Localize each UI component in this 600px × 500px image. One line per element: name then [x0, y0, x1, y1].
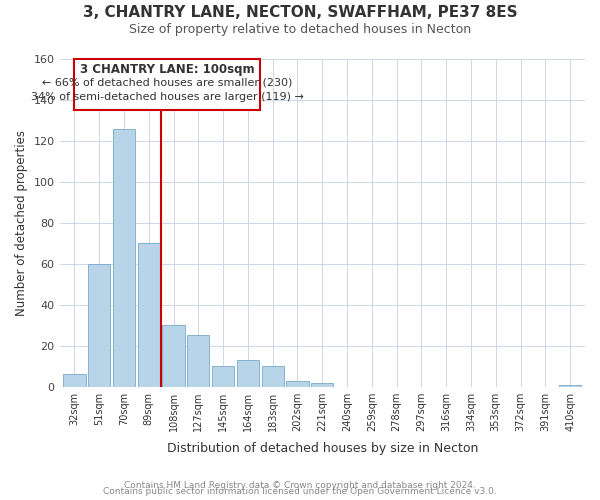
Text: ← 66% of detached houses are smaller (230): ← 66% of detached houses are smaller (23… — [42, 78, 293, 88]
Y-axis label: Number of detached properties: Number of detached properties — [15, 130, 28, 316]
Bar — [88, 264, 110, 386]
Bar — [262, 366, 284, 386]
FancyBboxPatch shape — [74, 59, 260, 110]
Text: Contains public sector information licensed under the Open Government Licence v3: Contains public sector information licen… — [103, 488, 497, 496]
Bar — [187, 336, 209, 386]
Bar — [311, 382, 334, 386]
Text: 34% of semi-detached houses are larger (119) →: 34% of semi-detached houses are larger (… — [31, 92, 304, 102]
Bar — [212, 366, 234, 386]
Bar — [163, 325, 185, 386]
Bar — [137, 244, 160, 386]
Bar — [237, 360, 259, 386]
Bar — [286, 380, 308, 386]
Text: Size of property relative to detached houses in Necton: Size of property relative to detached ho… — [129, 22, 471, 36]
Bar — [63, 374, 86, 386]
X-axis label: Distribution of detached houses by size in Necton: Distribution of detached houses by size … — [167, 442, 478, 455]
Text: Contains HM Land Registry data © Crown copyright and database right 2024.: Contains HM Land Registry data © Crown c… — [124, 481, 476, 490]
Bar — [113, 128, 135, 386]
Bar — [559, 384, 581, 386]
Text: 3, CHANTRY LANE, NECTON, SWAFFHAM, PE37 8ES: 3, CHANTRY LANE, NECTON, SWAFFHAM, PE37 … — [83, 5, 517, 20]
Text: 3 CHANTRY LANE: 100sqm: 3 CHANTRY LANE: 100sqm — [80, 63, 254, 76]
